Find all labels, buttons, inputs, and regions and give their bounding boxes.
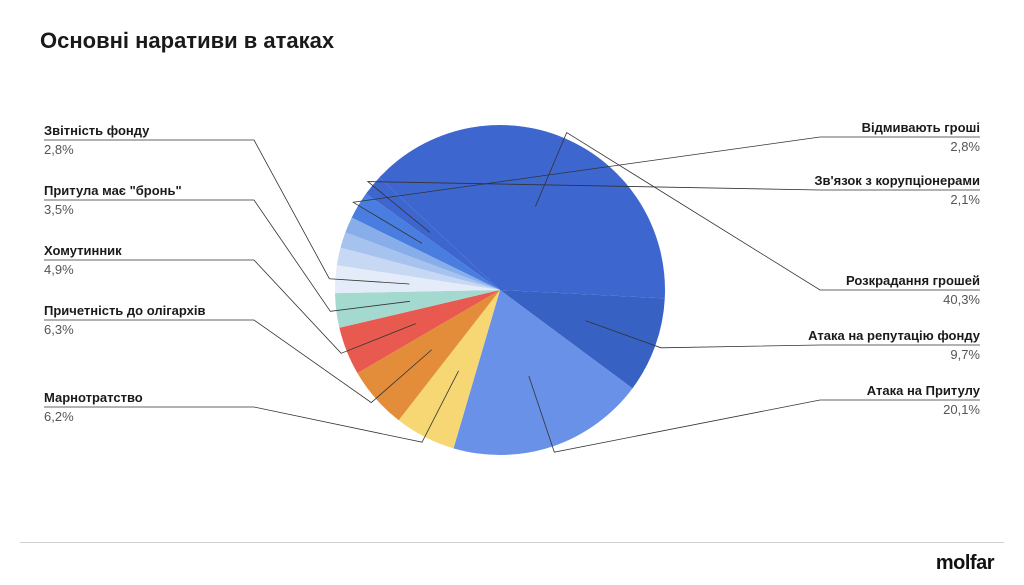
- slice-label-pct: 40,3%: [846, 292, 980, 309]
- slice-label: Хомутинник 4,9%: [44, 243, 122, 279]
- logo: molfar: [936, 552, 994, 575]
- slice-label: Атака на Притулу 20,1%: [867, 383, 980, 419]
- slice-label: Відмивають гроші 2,8%: [862, 120, 980, 156]
- slice-label-text: Марнотратство: [44, 390, 143, 407]
- slice-label: Зв'язок з корупціонерами 2,1%: [814, 173, 980, 209]
- slice-label-pct: 4,9%: [44, 262, 122, 279]
- slice-label-text: Атака на репутацію фонду: [808, 328, 980, 345]
- slice-label-text: Причетність до олігархів: [44, 303, 205, 320]
- slice-label: Причетність до олігархів 6,3%: [44, 303, 205, 339]
- slice-label-pct: 9,7%: [808, 347, 980, 364]
- slice-label-pct: 6,3%: [44, 322, 205, 339]
- slice-label-text: Відмивають гроші: [862, 120, 980, 137]
- slice-label-pct: 3,5%: [44, 202, 182, 219]
- divider: [20, 542, 1004, 543]
- slice-label-text: Розкрадання грошей: [846, 273, 980, 290]
- slice-label: Розкрадання грошей 40,3%: [846, 273, 980, 309]
- slice-label-pct: 2,8%: [44, 142, 149, 159]
- slice-label-text: Притула має "бронь": [44, 183, 182, 200]
- slice-label: Марнотратство 6,2%: [44, 390, 143, 426]
- slice-label-pct: 20,1%: [867, 402, 980, 419]
- slice-label-pct: 2,1%: [814, 192, 980, 209]
- slice-label-pct: 6,2%: [44, 409, 143, 426]
- slice-label: Притула має "бронь" 3,5%: [44, 183, 182, 219]
- slice-label-pct: 2,8%: [862, 139, 980, 156]
- slice-label-text: Атака на Притулу: [867, 383, 980, 400]
- slice-label-text: Звітність фонду: [44, 123, 149, 140]
- slice-label: Звітність фонду 2,8%: [44, 123, 149, 159]
- slice-label-text: Хомутинник: [44, 243, 122, 260]
- slice-label: Атака на репутацію фонду 9,7%: [808, 328, 980, 364]
- slice-label-text: Зв'язок з корупціонерами: [814, 173, 980, 190]
